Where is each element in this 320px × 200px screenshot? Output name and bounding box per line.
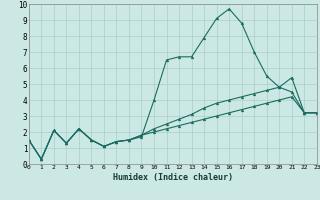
X-axis label: Humidex (Indice chaleur): Humidex (Indice chaleur) bbox=[113, 173, 233, 182]
